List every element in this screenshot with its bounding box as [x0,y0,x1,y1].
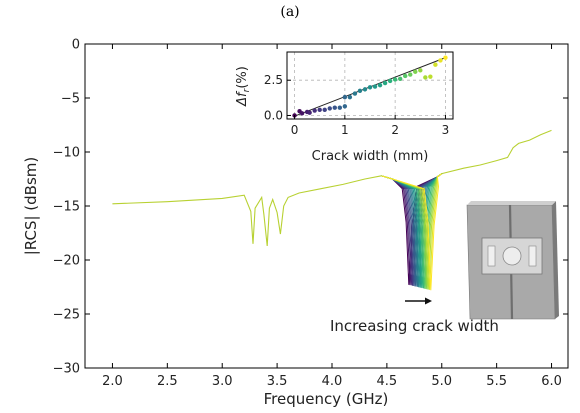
inset-data-point [438,58,443,63]
inset-data-point [387,78,393,84]
inset-data-point [392,77,398,82]
main-x-tick-label: 4.0 [322,374,343,389]
inset-data-point [342,94,348,100]
resonator-slot-left [487,245,496,267]
inset-data-point [362,87,368,92]
resonator-disc [502,246,522,266]
main-y-tick-label: −5 [61,92,80,107]
annotation-arrowhead [425,297,432,305]
main-x-tick-label: 2.0 [102,374,123,389]
series-baseline-line [112,175,382,247]
inset-data-point [382,80,388,86]
inset-plot-frame [286,51,454,120]
inset-data-point [332,105,337,110]
inset-data-point [327,106,332,111]
main-series-group [112,129,552,291]
main-y-tick-label: −20 [53,254,80,269]
inset-data-point [352,91,358,96]
inset-y-axis-label-suffix: (%) [235,66,250,89]
main-chart: 2.0 2.5 3.0 3.5 4.0 4.5 5.0 5.5 6.0 −30 −25 −20 −15… [22,38,569,408]
inset-data-point [433,62,438,67]
main-y-tick-label: −10 [53,146,80,161]
main-y-tick-label: −15 [53,200,80,215]
inset-data-point [428,74,433,79]
inset-x-ticks: 0 1 2 3 [291,115,450,137]
main-x-axis-label: Frequency (GHz) [264,390,389,408]
series-tail-line [441,129,552,175]
inset-data-point [423,75,428,80]
inset-y-axis-label: Δfr(%) [235,66,252,107]
main-y-tick-label: −25 [53,308,80,323]
inset-data-point [299,111,305,116]
main-y-tick-label: −30 [53,362,80,377]
inset-y-tick-label: 2.5 [264,73,283,87]
inset-data-point [357,88,363,93]
inset-points [292,55,448,118]
structure-illustration [466,201,559,320]
annotation-text: Increasing crack width [330,317,499,335]
inset-data-point [307,110,312,115]
main-y-tick-label: 0 [72,38,80,53]
inset-data-point [377,82,383,88]
inset-y-axis-label-main: Δf [235,90,250,107]
inset-y-ticks: 0.0 2.5 [264,73,291,122]
main-y-axis-label: |RCS| (dBsm) [22,157,40,256]
main-x-tick-label: 5.5 [486,374,507,389]
series-dip-line-19 [381,173,443,291]
inset-data-point [347,94,353,100]
inset-y-axis-label-sub: r [242,87,252,92]
inset-data-point [342,104,348,109]
main-x-tick-label: 4.5 [377,374,398,389]
inset-data-point [372,84,378,89]
inset-data-point [367,85,373,90]
inset-data-point [403,73,408,79]
inset-data-point [312,108,317,113]
main-x-tick-label: 3.5 [267,374,288,389]
main-y-ticks: −30 −25 −20 −15 −10 −5 0 [53,38,568,377]
inset-x-tick-label: 1 [341,123,349,137]
panel-label: (a) [280,4,299,20]
plate-top [467,201,556,205]
annotation-group: Increasing crack width [330,297,499,335]
inset-data-point [418,68,423,73]
inset-y-tick-label: 0.0 [264,108,283,122]
main-x-ticks: 2.0 2.5 3.0 3.5 4.0 4.5 5.0 5.5 6.0 [102,44,562,389]
inset-data-point [443,55,448,60]
main-x-tick-label: 3.0 [212,374,233,389]
main-x-tick-label: 6.0 [541,374,562,389]
inset-data-point [337,105,343,110]
inset-x-tick-label: 2 [391,123,399,137]
inset-data-point [397,76,403,82]
inset-data-point [317,107,322,113]
inset-data-point [413,69,418,74]
main-x-tick-label: 5.0 [431,374,452,389]
inset-x-tick-label: 3 [442,123,450,137]
inset-data-point [322,107,327,113]
inset-x-axis-label: Crack width (mm) [312,149,429,164]
main-x-tick-label: 2.5 [157,374,178,389]
plate-side [552,201,559,319]
resonator-slot-right [528,245,537,267]
inset-chart: 0 1 2 3 0.0 2.5 Crack width (mm) Δfr(%) [235,51,454,164]
inset-data-point [408,72,413,77]
inset-x-tick-label: 0 [291,123,299,137]
